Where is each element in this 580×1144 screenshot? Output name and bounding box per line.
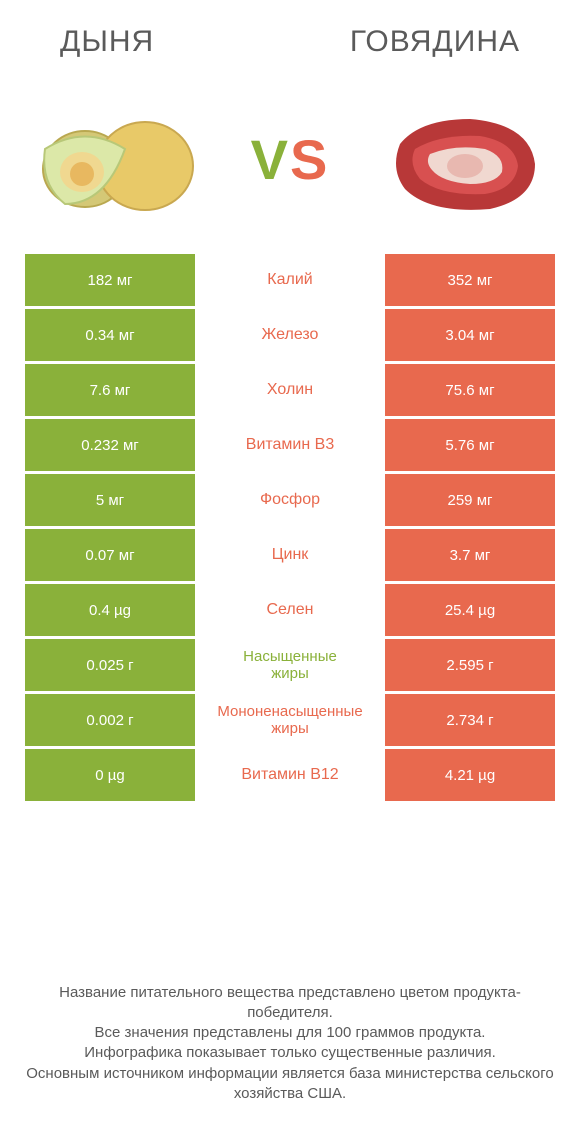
right-value: 25.4 µg bbox=[385, 584, 555, 636]
nutrient-label: Насыщенныежиры bbox=[195, 639, 385, 691]
vs-row: VS bbox=[0, 74, 580, 254]
table-row: 5 мгФосфор259 мг bbox=[25, 474, 555, 526]
table-row: 0.002 гМононенасыщенныежиры2.734 г bbox=[25, 694, 555, 746]
table-row: 0.4 µgСелен25.4 µg bbox=[25, 584, 555, 636]
table-row: 182 мгКалий352 мг bbox=[25, 254, 555, 306]
nutrient-label: Фосфор bbox=[195, 474, 385, 526]
left-value: 0.002 г bbox=[25, 694, 195, 746]
melon-image bbox=[30, 94, 210, 224]
header: ДЫНЯ ГОВЯДИНА bbox=[0, 0, 580, 74]
table-row: 0.07 мгЦинк3.7 мг bbox=[25, 529, 555, 581]
right-value: 5.76 мг bbox=[385, 419, 555, 471]
left-value: 0.232 мг bbox=[25, 419, 195, 471]
v-letter: V bbox=[251, 128, 290, 191]
footer-line-2: Все значения представлены для 100 граммо… bbox=[25, 1023, 555, 1043]
left-title: ДЫНЯ bbox=[60, 25, 154, 59]
footer-line-3: Инфографика показывает только существенн… bbox=[25, 1043, 555, 1063]
nutrient-label: Холин bbox=[195, 364, 385, 416]
vs-label: VS bbox=[251, 127, 330, 192]
right-title: ГОВЯДИНА bbox=[350, 25, 520, 59]
left-value: 7.6 мг bbox=[25, 364, 195, 416]
footer-line-4: Основным источником информации является … bbox=[25, 1064, 555, 1105]
right-value: 2.595 г bbox=[385, 639, 555, 691]
right-value: 352 мг bbox=[385, 254, 555, 306]
nutrient-label: Витамин B3 bbox=[195, 419, 385, 471]
table-row: 0 µgВитамин B124.21 µg bbox=[25, 749, 555, 801]
left-value: 0 µg bbox=[25, 749, 195, 801]
right-value: 3.04 мг bbox=[385, 309, 555, 361]
table-row: 0.025 гНасыщенныежиры2.595 г bbox=[25, 639, 555, 691]
nutrient-label: Витамин B12 bbox=[195, 749, 385, 801]
left-value: 0.07 мг bbox=[25, 529, 195, 581]
footer: Название питательного вещества представл… bbox=[0, 953, 580, 1144]
left-value: 5 мг bbox=[25, 474, 195, 526]
left-value: 0.34 мг bbox=[25, 309, 195, 361]
s-letter: S bbox=[290, 128, 329, 191]
nutrient-label: Мононенасыщенныежиры bbox=[195, 694, 385, 746]
left-value: 0.025 г bbox=[25, 639, 195, 691]
left-value: 182 мг bbox=[25, 254, 195, 306]
right-value: 3.7 мг bbox=[385, 529, 555, 581]
right-value: 75.6 мг bbox=[385, 364, 555, 416]
right-value: 259 мг bbox=[385, 474, 555, 526]
nutrition-table: 182 мгКалий352 мг0.34 мгЖелезо3.04 мг7.6… bbox=[0, 254, 580, 804]
right-value: 2.734 г bbox=[385, 694, 555, 746]
nutrient-label: Железо bbox=[195, 309, 385, 361]
right-value: 4.21 µg bbox=[385, 749, 555, 801]
table-row: 0.34 мгЖелезо3.04 мг bbox=[25, 309, 555, 361]
footer-line-1: Название питательного вещества представл… bbox=[25, 983, 555, 1024]
nutrient-label: Калий bbox=[195, 254, 385, 306]
table-row: 7.6 мгХолин75.6 мг bbox=[25, 364, 555, 416]
nutrient-label: Селен bbox=[195, 584, 385, 636]
table-row: 0.232 мгВитамин B35.76 мг bbox=[25, 419, 555, 471]
left-value: 0.4 µg bbox=[25, 584, 195, 636]
nutrient-label: Цинк bbox=[195, 529, 385, 581]
beef-image bbox=[370, 94, 550, 224]
